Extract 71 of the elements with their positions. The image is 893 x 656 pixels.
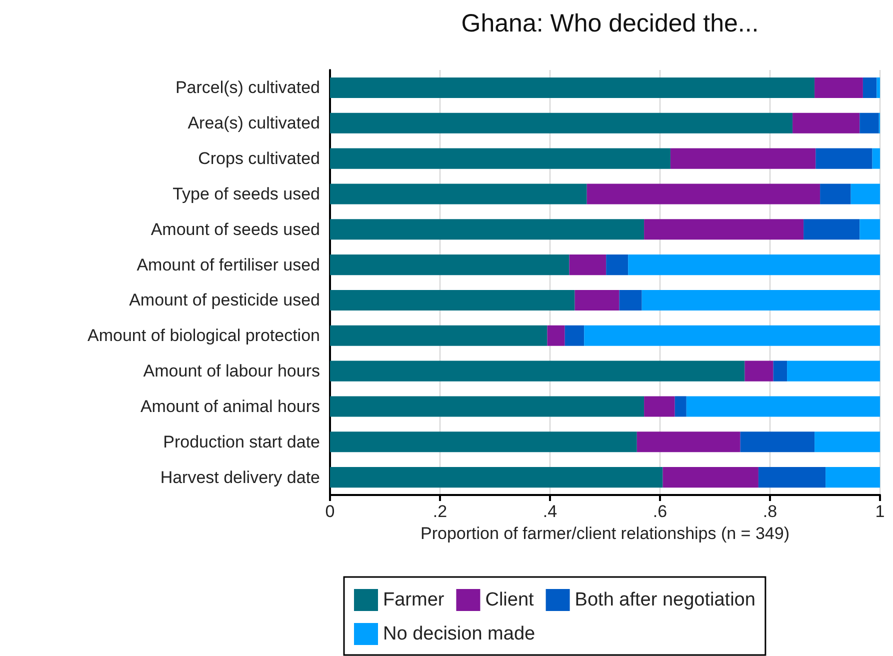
x-tick-label: .6	[652, 502, 668, 521]
x-tick-label: 1	[875, 502, 885, 521]
bar	[662, 467, 758, 488]
bar	[606, 254, 628, 276]
bar	[330, 77, 815, 98]
bar	[814, 432, 880, 452]
bar	[814, 77, 863, 98]
y-tick-label: Harvest delivery date	[160, 468, 320, 487]
bar	[758, 467, 826, 488]
y-tick-label: Amount of animal hours	[140, 396, 320, 416]
y-tick-label: Amount of pesticide used	[129, 290, 320, 310]
bar	[330, 219, 644, 240]
bar	[330, 396, 644, 417]
bar	[628, 254, 880, 276]
bar	[642, 290, 880, 310]
y-tick-label: Production start date	[163, 432, 320, 452]
x-tick-label: .4	[542, 502, 558, 521]
legend-label: Both after negotiation	[574, 590, 756, 610]
bar	[636, 432, 740, 452]
bar	[584, 325, 880, 346]
bar	[644, 396, 675, 417]
bar	[330, 254, 570, 276]
bar	[619, 290, 642, 310]
bar	[330, 184, 587, 204]
bar	[330, 360, 745, 382]
bar	[330, 432, 637, 452]
legend-label: No decision made	[383, 624, 536, 644]
y-tick-label: Type of seeds used	[172, 184, 320, 204]
bar	[330, 112, 793, 134]
bar	[574, 290, 620, 310]
bar	[860, 112, 879, 134]
bar	[862, 77, 877, 98]
bar	[564, 325, 584, 346]
bar	[826, 467, 880, 488]
bar	[804, 219, 860, 240]
x-axis-title: Proportion of farmer/client relationships (n = 349)	[420, 524, 790, 543]
y-tick-label: Area(s) cultivated	[188, 114, 320, 133]
chart-title: Ghana: Who decided the...	[461, 10, 759, 38]
legend-label: Client	[485, 590, 535, 610]
bar	[670, 148, 816, 169]
bar	[876, 77, 880, 98]
y-tick-label: Amount of seeds used	[150, 220, 320, 239]
bar	[787, 360, 880, 382]
bar	[686, 396, 880, 417]
bar	[547, 325, 565, 346]
bar	[773, 360, 788, 382]
y-tick-label: Amount of fertiliser used	[136, 255, 320, 274]
y-tick-label: Crops cultivated	[198, 149, 320, 168]
x-tick-label: .8	[762, 502, 778, 521]
y-tick-label: Amount of biological protection	[88, 326, 320, 346]
y-tick-label: Amount of labour hours	[143, 362, 320, 381]
legend-label: Farmer	[383, 590, 445, 610]
bar	[792, 112, 860, 134]
bar	[860, 219, 880, 240]
bar	[586, 184, 820, 204]
bar	[820, 184, 851, 204]
bar	[569, 254, 606, 276]
x-tick-label: .2	[432, 502, 448, 521]
bar	[872, 148, 880, 169]
bar	[674, 396, 686, 417]
bar	[644, 219, 804, 240]
bar	[744, 360, 774, 382]
bar	[330, 467, 663, 488]
bar	[850, 184, 880, 204]
bar	[330, 148, 670, 169]
bar	[816, 148, 872, 169]
bar	[740, 432, 815, 452]
y-tick-label: Parcel(s) cultivated	[175, 78, 320, 98]
x-tick-label: 0	[325, 502, 335, 521]
bar	[330, 290, 575, 310]
bar	[330, 325, 548, 346]
